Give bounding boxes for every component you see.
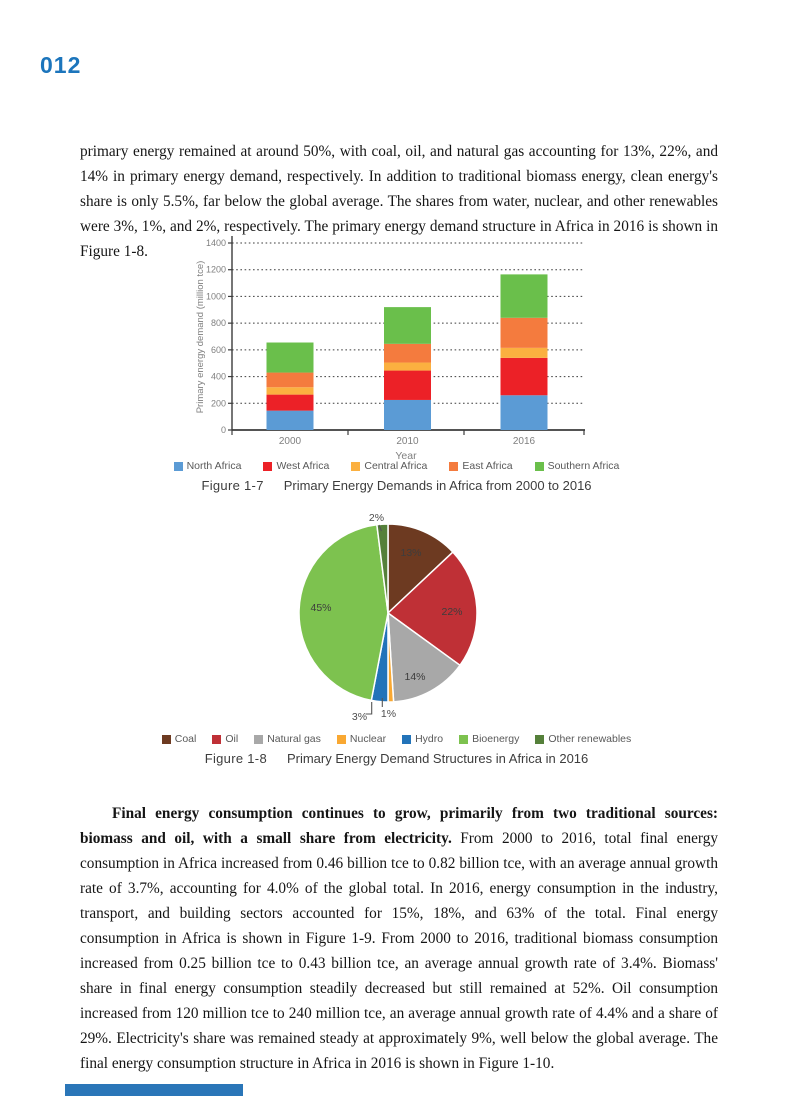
bar-segment bbox=[500, 395, 548, 430]
legend-swatch bbox=[254, 734, 264, 744]
legend-swatch bbox=[263, 461, 273, 471]
legend-swatch bbox=[459, 734, 469, 744]
legend-label: Coal bbox=[174, 733, 197, 745]
legend-label: Other renewables bbox=[548, 733, 632, 745]
bar-chart-figure-1-7: 0 200 400 600 800 1000 1200 1400 2000 2010 2016 Yea… bbox=[190, 230, 590, 463]
legend-swatch bbox=[534, 461, 544, 471]
pie-slice bbox=[387, 551, 478, 667]
legend-swatch bbox=[173, 461, 183, 471]
stacked-bar-chart: 0 200 400 600 800 1000 1200 1400 2000 2010 2016 Yea… bbox=[195, 236, 585, 462]
legend-item: Other renewables bbox=[535, 733, 631, 745]
bar-segment bbox=[500, 317, 548, 348]
y-tick-label: 0 bbox=[221, 425, 226, 435]
y-tick-label: 200 bbox=[211, 398, 226, 408]
bar-segment bbox=[266, 410, 314, 430]
pie-chart: 13% 22% 14% 1% 3% 45% 2% bbox=[298, 512, 478, 723]
legend-label: North Africa bbox=[186, 460, 242, 472]
pie-chart-legend: Coal Oil Natural gas Nuclear Hydro Bioenergy O… bbox=[0, 733, 793, 745]
bar-segment bbox=[384, 343, 431, 363]
figure-label: Figure 1-7 bbox=[201, 478, 264, 493]
bar-segment bbox=[384, 370, 431, 400]
bar-segment bbox=[266, 394, 314, 411]
figure-title: Primary Energy Demands in Africa from 20… bbox=[283, 478, 592, 493]
pie-chart-figure-1-8: 13% 22% 14% 1% 3% 45% 2% bbox=[248, 503, 538, 731]
pie-value-label: 13% bbox=[400, 547, 421, 559]
bar-segment bbox=[266, 387, 314, 395]
legend-label: Natural gas bbox=[267, 733, 321, 745]
bar-chart-legend: North Africa West Africa Central Africa Eas… bbox=[0, 460, 793, 472]
legend-item: Nuclear bbox=[336, 733, 387, 745]
bar-segment bbox=[384, 362, 431, 371]
footer-accent-bar bbox=[65, 1084, 243, 1096]
y-tick-label: 1200 bbox=[206, 265, 226, 275]
pie-value-label: 22% bbox=[441, 606, 462, 618]
legend-label: Hydro bbox=[415, 733, 444, 745]
pie-value-label: 1% bbox=[381, 708, 396, 720]
pie-slice bbox=[298, 523, 389, 702]
paragraph-final-energy: Final energy consumption continues to gr… bbox=[80, 801, 718, 1076]
pie-value-label: 14% bbox=[404, 671, 425, 683]
legend-swatch bbox=[535, 734, 545, 744]
bar-segment bbox=[384, 307, 431, 344]
x-axis-title: Year bbox=[395, 450, 417, 462]
pie-slice bbox=[376, 523, 389, 614]
legend-item: Southern Africa bbox=[534, 460, 620, 472]
pie-slice bbox=[387, 612, 461, 703]
legend-swatch bbox=[161, 734, 171, 744]
pie-label-leader-line bbox=[378, 524, 383, 532]
bold-lead-sentence: Final energy consumption continues to gr… bbox=[80, 805, 718, 848]
legend-label: Central Africa bbox=[364, 460, 428, 472]
figure-label: Figure 1-8 bbox=[204, 751, 267, 766]
bar-segment bbox=[500, 357, 548, 396]
figure-1-7-caption: Figure 1-7 Primary Energy Demands in Afr… bbox=[0, 478, 793, 493]
legend-item: Hydro bbox=[402, 733, 443, 745]
paragraph-primary-energy: primary energy remained at around 50%, w… bbox=[80, 143, 718, 261]
legend-item: Oil bbox=[212, 733, 238, 745]
x-category-label: 2000 bbox=[279, 436, 302, 447]
legend-label: Oil bbox=[225, 733, 239, 745]
y-tick-label: 800 bbox=[211, 318, 226, 328]
figure-1-8-caption: Figure 1-8 Primary Energy Demand Structu… bbox=[0, 751, 793, 766]
bar-segment bbox=[266, 342, 314, 373]
legend-label: Bioenergy bbox=[472, 733, 520, 745]
bar-segment bbox=[500, 274, 548, 318]
bar-segment bbox=[266, 372, 314, 388]
legend-item: Central Africa bbox=[351, 460, 427, 472]
figure-title: Primary Energy Demand Structures in Afri… bbox=[286, 751, 589, 766]
x-category-label: 2016 bbox=[513, 436, 536, 447]
legend-swatch bbox=[402, 734, 412, 744]
y-tick-label: 600 bbox=[211, 345, 226, 355]
legend-label: West Africa bbox=[276, 460, 330, 472]
legend-item: West Africa bbox=[263, 460, 329, 472]
y-tick-label: 400 bbox=[211, 372, 226, 382]
legend-item: North Africa bbox=[173, 460, 242, 472]
paragraph-body-text: From 2000 to 2016, total final energy co… bbox=[80, 830, 719, 1073]
legend-item: Coal bbox=[161, 733, 197, 745]
legend-swatch bbox=[351, 461, 361, 471]
y-axis-title: Primary energy demand (million tce) bbox=[195, 261, 206, 414]
legend-label: East Africa bbox=[462, 460, 513, 472]
legend-swatch bbox=[212, 734, 222, 744]
legend-label: Southern Africa bbox=[547, 460, 620, 472]
y-tick-label: 1400 bbox=[206, 238, 226, 248]
pie-slice bbox=[387, 523, 454, 614]
legend-swatch bbox=[449, 461, 459, 471]
pie-value-label: 2% bbox=[369, 512, 384, 524]
legend-label: Nuclear bbox=[349, 733, 387, 745]
y-tick-label: 1000 bbox=[206, 291, 226, 301]
x-category-label: 2010 bbox=[396, 436, 419, 447]
pie-label-leader-line bbox=[365, 702, 373, 715]
pie-value-label: 45% bbox=[310, 602, 331, 614]
page-number: 012 bbox=[40, 52, 82, 78]
legend-item: Bioenergy bbox=[459, 733, 519, 745]
bar-segment bbox=[384, 399, 431, 430]
bar-segment bbox=[500, 347, 548, 358]
legend-swatch bbox=[336, 734, 346, 744]
legend-item: East Africa bbox=[449, 460, 513, 472]
pie-value-label: 3% bbox=[352, 711, 367, 723]
legend-item: Natural gas bbox=[254, 733, 321, 745]
